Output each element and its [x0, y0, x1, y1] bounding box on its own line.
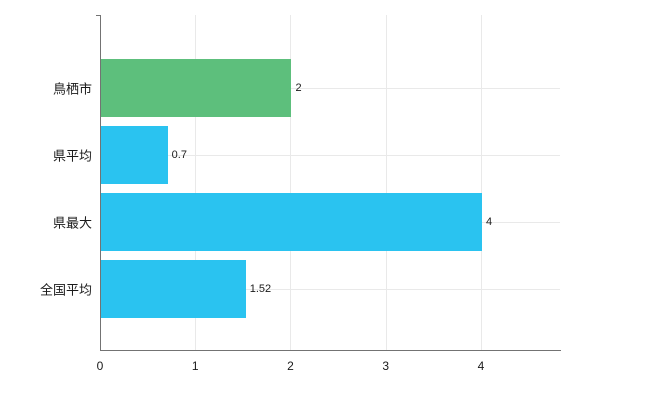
bar-鳥栖市 — [101, 59, 292, 117]
vertical-gridline — [195, 15, 197, 350]
x-axis-line — [100, 350, 561, 351]
bar-全国平均 — [101, 260, 246, 318]
vertical-gridline — [480, 15, 482, 350]
bar-value-label: 4 — [485, 216, 493, 228]
x-axis-tick-label: 2 — [287, 359, 294, 373]
x-axis-tick-label: 4 — [477, 359, 485, 373]
horizontal-gridline — [100, 155, 560, 156]
category-label: 全国平均 — [39, 282, 92, 298]
bar-県最大 — [101, 193, 482, 251]
bar-県平均 — [101, 126, 168, 184]
x-axis-tick-label: 1 — [191, 359, 199, 373]
category-label: 鳥栖市 — [52, 81, 92, 97]
x-axis-tick-label: 0 — [96, 359, 104, 373]
horizontal-gridline — [100, 88, 560, 89]
category-label: 県最大 — [52, 215, 92, 231]
category-label: 県平均 — [52, 148, 92, 164]
vertical-gridline — [290, 15, 292, 350]
y-axis-top-tick — [96, 15, 101, 16]
bar-value-label: 0.7 — [171, 149, 187, 161]
y-axis-line — [100, 15, 101, 350]
vertical-gridline — [385, 15, 387, 350]
bar-value-label: 2 — [295, 82, 302, 94]
bar-value-label: 1.52 — [249, 283, 272, 295]
x-axis-tick-label: 3 — [382, 359, 390, 373]
horizontal-gridline — [100, 289, 560, 290]
